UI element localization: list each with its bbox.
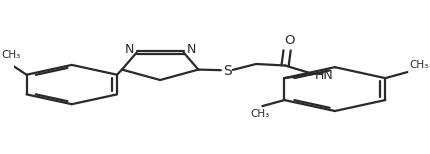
Text: O: O (283, 34, 294, 47)
Text: N: N (124, 43, 134, 56)
Text: CH₃: CH₃ (250, 109, 269, 120)
Text: HN: HN (313, 69, 332, 81)
Text: CH₃: CH₃ (1, 50, 20, 60)
Text: N: N (186, 43, 195, 56)
Text: CH₃: CH₃ (408, 60, 428, 70)
Text: S: S (222, 64, 231, 78)
